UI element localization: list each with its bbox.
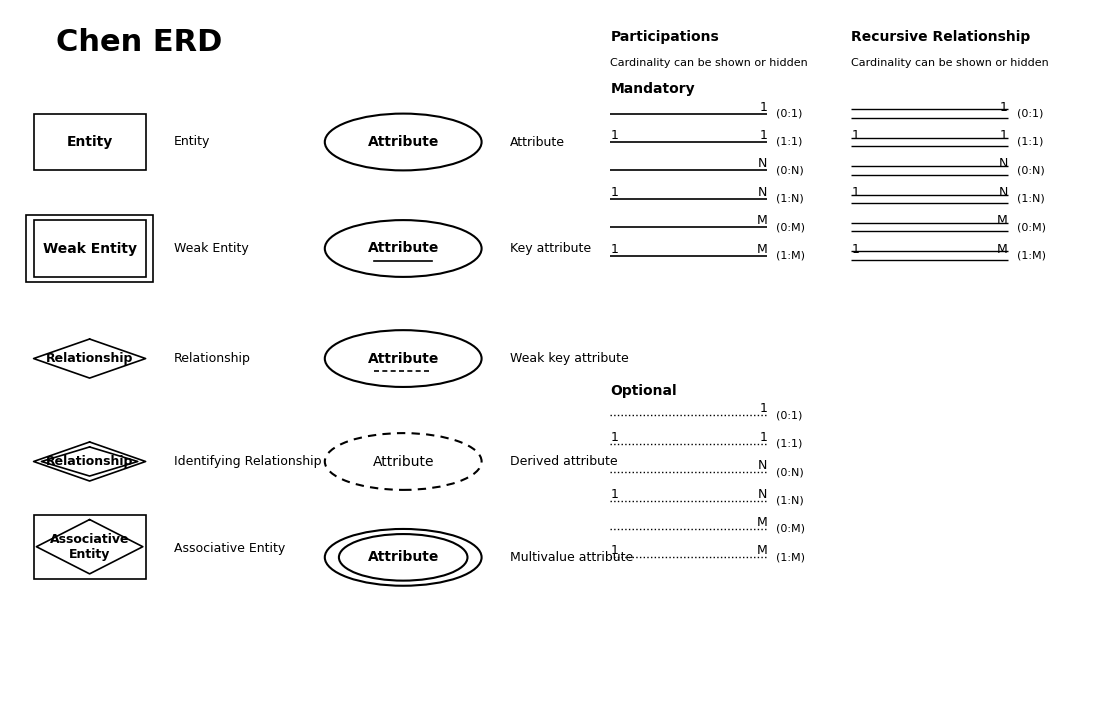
Text: 1: 1 (851, 243, 859, 256)
Text: M: M (756, 243, 767, 256)
Text: N: N (758, 459, 767, 472)
Text: (1:N): (1:N) (1017, 194, 1045, 204)
Text: M: M (756, 214, 767, 227)
Text: (0:1): (0:1) (776, 410, 803, 420)
Text: (1:1): (1:1) (1017, 137, 1044, 147)
Text: (0:N): (0:N) (776, 467, 804, 477)
Text: Recursive Relationship: Recursive Relationship (851, 30, 1030, 44)
Text: N: N (999, 186, 1008, 199)
Text: 1: 1 (610, 129, 618, 142)
Text: N: N (758, 488, 767, 501)
Text: 1: 1 (759, 403, 767, 415)
Text: Associative Entity: Associative Entity (174, 542, 284, 555)
Text: (1:N): (1:N) (776, 194, 804, 204)
Text: (0:M): (0:M) (1017, 222, 1046, 232)
Text: Associative
Entity: Associative Entity (50, 532, 129, 561)
Text: Attribute: Attribute (367, 135, 439, 149)
Text: Derived attribute: Derived attribute (510, 455, 617, 468)
Text: 1: 1 (610, 545, 618, 557)
Text: M: M (756, 545, 767, 557)
Text: (0:N): (0:N) (1017, 165, 1045, 175)
Text: Entity: Entity (66, 135, 113, 149)
Text: Identifying Relationship: Identifying Relationship (174, 455, 321, 468)
Text: N: N (999, 158, 1008, 170)
Text: Cardinality can be shown or hidden: Cardinality can be shown or hidden (610, 58, 809, 68)
Text: Attribute: Attribute (510, 136, 564, 148)
Text: Weak Entity: Weak Entity (174, 242, 249, 255)
Text: 1: 1 (1000, 129, 1008, 142)
Text: (1:M): (1:M) (1017, 251, 1046, 261)
Text: M: M (997, 243, 1008, 256)
Text: Attribute: Attribute (367, 241, 439, 256)
Text: Attribute: Attribute (367, 351, 439, 366)
Text: Relationship: Relationship (46, 455, 133, 468)
Text: Relationship: Relationship (174, 352, 251, 365)
Text: 1: 1 (759, 431, 767, 444)
Text: 1: 1 (610, 186, 618, 199)
Text: Weak Entity: Weak Entity (43, 241, 137, 256)
Text: Mandatory: Mandatory (610, 82, 696, 96)
Text: Chen ERD: Chen ERD (56, 28, 223, 58)
Text: Weak key attribute: Weak key attribute (510, 352, 628, 365)
Text: M: M (756, 516, 767, 529)
Text: (1:M): (1:M) (776, 251, 805, 261)
Text: 1: 1 (759, 101, 767, 114)
Text: (0:1): (0:1) (1017, 109, 1044, 119)
Text: N: N (758, 158, 767, 170)
Text: Optional: Optional (610, 383, 676, 398)
Text: 1: 1 (851, 186, 859, 199)
Text: (0:1): (0:1) (776, 109, 803, 119)
Text: N: N (758, 186, 767, 199)
Text: 1: 1 (759, 129, 767, 142)
Text: Attribute: Attribute (367, 550, 439, 564)
Text: (0:M): (0:M) (776, 524, 805, 534)
Text: (1:1): (1:1) (776, 137, 803, 147)
Text: 1: 1 (1000, 101, 1008, 114)
Text: Entity: Entity (174, 136, 209, 148)
Text: Key attribute: Key attribute (510, 242, 590, 255)
Text: 1: 1 (610, 243, 618, 256)
Text: (1:1): (1:1) (776, 439, 803, 449)
Text: (0:N): (0:N) (776, 165, 804, 175)
Text: 1: 1 (851, 129, 859, 142)
Text: Participations: Participations (610, 30, 719, 44)
Text: (1:M): (1:M) (776, 552, 805, 562)
Text: Multivalue attribute: Multivalue attribute (510, 551, 633, 564)
Text: Attribute: Attribute (373, 454, 433, 469)
Text: (0:M): (0:M) (776, 222, 805, 232)
Text: 1: 1 (610, 431, 618, 444)
Text: Cardinality can be shown or hidden: Cardinality can be shown or hidden (851, 58, 1049, 68)
Text: 1: 1 (610, 488, 618, 501)
Text: (1:N): (1:N) (776, 496, 804, 506)
Text: Relationship: Relationship (46, 352, 133, 365)
Text: M: M (997, 214, 1008, 227)
